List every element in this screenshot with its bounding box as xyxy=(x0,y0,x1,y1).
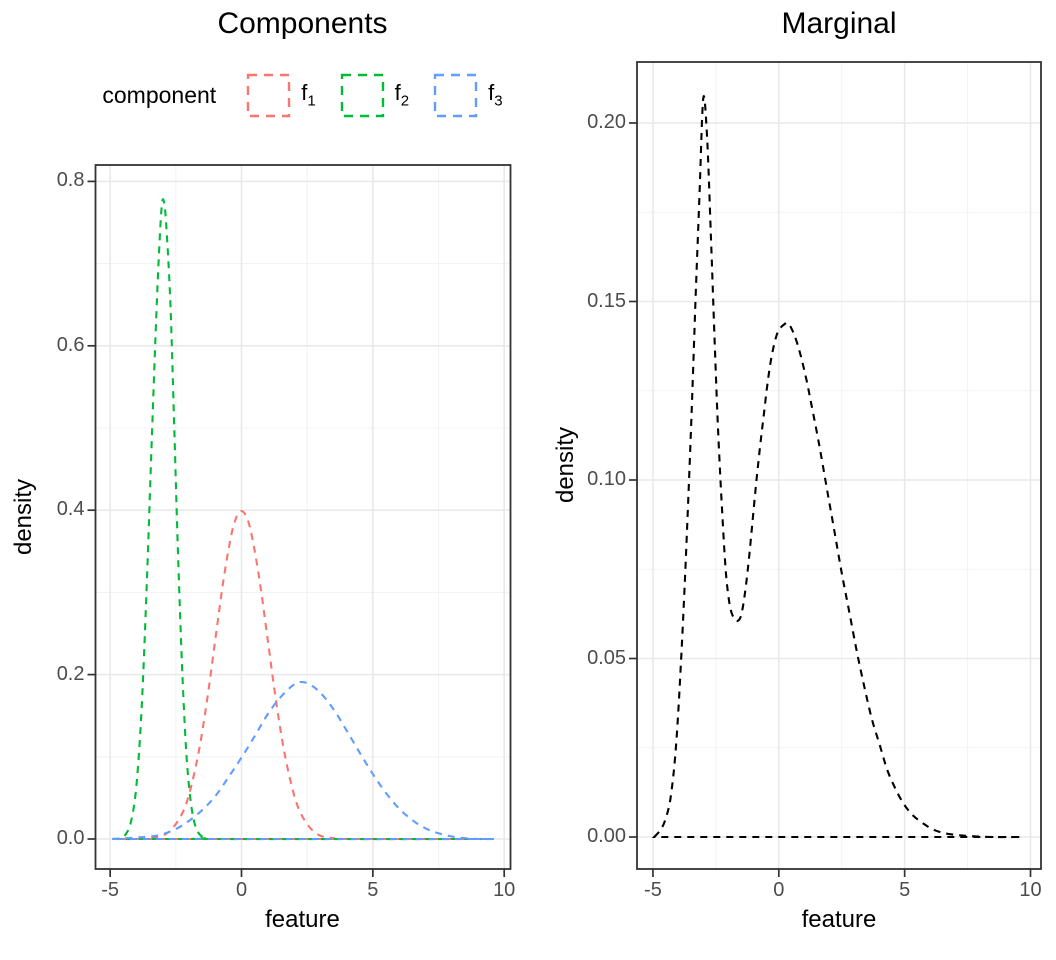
legend-label: f3 xyxy=(488,80,503,110)
y-tick-label: 0.00 xyxy=(587,825,626,847)
legend-item-f3: f3 xyxy=(433,73,503,118)
y-tick-label: 0.6 xyxy=(56,333,85,356)
x-tick-label: 0 xyxy=(773,879,785,901)
y-tick-label: 0.20 xyxy=(587,111,626,133)
marginal-title: Marginal xyxy=(781,7,897,40)
marginal-x-axis-title: feature xyxy=(801,906,877,933)
components-title: Components xyxy=(217,7,388,40)
x-tick-label: 5 xyxy=(367,879,379,901)
legend-item-f1: f1 xyxy=(246,73,316,118)
x-tick-label: 10 xyxy=(493,879,516,901)
x-tick-label: 0 xyxy=(235,879,248,901)
panel-border xyxy=(636,61,1042,870)
curve-f3 xyxy=(112,680,494,841)
curve-f2 xyxy=(112,198,494,841)
x-tick-label: 5 xyxy=(899,879,911,901)
legend-title: component xyxy=(102,81,217,108)
curve-f1 xyxy=(112,509,494,841)
legend-key-icon xyxy=(340,73,384,117)
legend-label: f1 xyxy=(301,80,316,110)
y-tick-label: 0.0 xyxy=(56,827,85,849)
panel-border xyxy=(94,164,512,870)
legend-label: f2 xyxy=(394,80,410,110)
y-tick-label: 0.10 xyxy=(587,468,626,490)
components-x-axis-title: feature xyxy=(265,906,340,933)
legend-key-icon xyxy=(433,73,478,117)
curve-marginal xyxy=(651,94,1022,839)
y-tick-label: 0.4 xyxy=(56,498,85,521)
legend-key-icon xyxy=(247,73,291,117)
y-tick-label: 0.2 xyxy=(56,662,85,685)
y-tick-label: 0.8 xyxy=(56,169,85,192)
legend-item-f2: f2 xyxy=(340,73,409,118)
marginal-y-axis-title: density xyxy=(552,426,579,504)
x-tick-label: -5 xyxy=(101,879,120,901)
x-tick-label: -5 xyxy=(644,879,662,901)
y-tick-label: 0.05 xyxy=(587,646,626,669)
y-tick-label: 0.15 xyxy=(587,289,626,312)
x-tick-label: 10 xyxy=(1019,879,1042,901)
legend: component f1 f2 f3 xyxy=(95,70,510,120)
